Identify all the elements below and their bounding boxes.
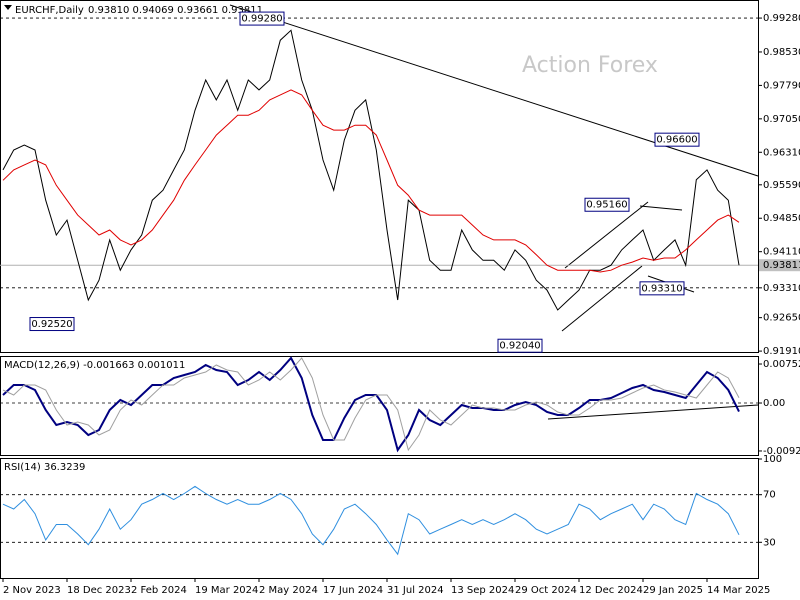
- rsi-title: RSI(14) 36.3239: [4, 462, 85, 473]
- trendlines: [229, 4, 759, 420]
- x-tick-label: 2 Nov 2023: [3, 585, 61, 596]
- annotation-label: 0.93310: [641, 283, 682, 294]
- annotation-box: [497, 338, 543, 353]
- annotation-label: 0.96600: [656, 135, 697, 146]
- macd-title: MACD(12,26,9) -0.001663 0.001011: [4, 360, 185, 371]
- x-tick-label: 2 May 2024: [259, 585, 318, 596]
- annotation-label: 0.95160: [586, 200, 627, 211]
- chart-title: EURCHF,Daily: [15, 5, 84, 16]
- watermark: Action Forex: [522, 53, 658, 78]
- y-tick-label: 30: [763, 537, 776, 548]
- current-price-label: 0.93811: [763, 260, 800, 271]
- x-tick-label: 12 Dec 2024: [579, 585, 643, 596]
- x-tick-label: 31 Jul 2024: [387, 585, 444, 596]
- ohlc-text: 0.93810 0.94069 0.93661 0.93811: [88, 5, 263, 16]
- frames: [0, 0, 759, 579]
- x-tick-label: 29 Oct 2024: [515, 585, 577, 596]
- annotation-label: 0.92040: [499, 341, 540, 352]
- x-tick-label: 13 Sep 2024: [451, 585, 514, 596]
- y-tick-label: 0.007526: [763, 359, 800, 370]
- annotation-box: [239, 11, 285, 26]
- current-price-box: [759, 259, 800, 272]
- rsi-frame: [0, 458, 759, 579]
- y-tick-label: 0.00: [763, 398, 785, 409]
- x-tick-label: 18 Dec 2023: [67, 585, 131, 596]
- x-tick-label: 17 Jun 2024: [323, 585, 383, 596]
- series-line: [2, 485, 740, 556]
- channel-line: [561, 265, 643, 332]
- series-line: [2, 89, 740, 273]
- x-tick-label: 2 Feb 2024: [131, 585, 187, 596]
- y-tick-label: 0.93310: [763, 283, 800, 294]
- trendline: [639, 205, 683, 211]
- macd-frame: [0, 356, 759, 456]
- annotation-box: [584, 197, 630, 212]
- y-tick-label: 0.99280: [763, 13, 800, 24]
- annotation-box: [29, 317, 75, 332]
- y-tick-label: -0.009252: [763, 446, 800, 457]
- series-line: [2, 29, 740, 311]
- y-tick-label: 70: [763, 490, 776, 501]
- annotation-box: [639, 281, 685, 296]
- series-line: [2, 356, 740, 453]
- series-line: [2, 357, 740, 452]
- x-tick-label: 19 Mar 2024: [195, 585, 258, 596]
- macd-trendline: [547, 404, 759, 420]
- annotation-label: 0.99280: [241, 14, 282, 25]
- price-frame: [0, 0, 759, 353]
- x-tick-label: 14 Mar 2025: [707, 585, 770, 596]
- y-tick-label: 100: [763, 454, 782, 465]
- menu-arrow: [4, 5, 12, 10]
- annotation-label: 0.92520: [31, 319, 72, 330]
- channel-line: [564, 201, 649, 269]
- trendline: [229, 4, 759, 177]
- annotation-box: [654, 132, 700, 147]
- x-tick-label: 29 Jan 2025: [643, 585, 703, 596]
